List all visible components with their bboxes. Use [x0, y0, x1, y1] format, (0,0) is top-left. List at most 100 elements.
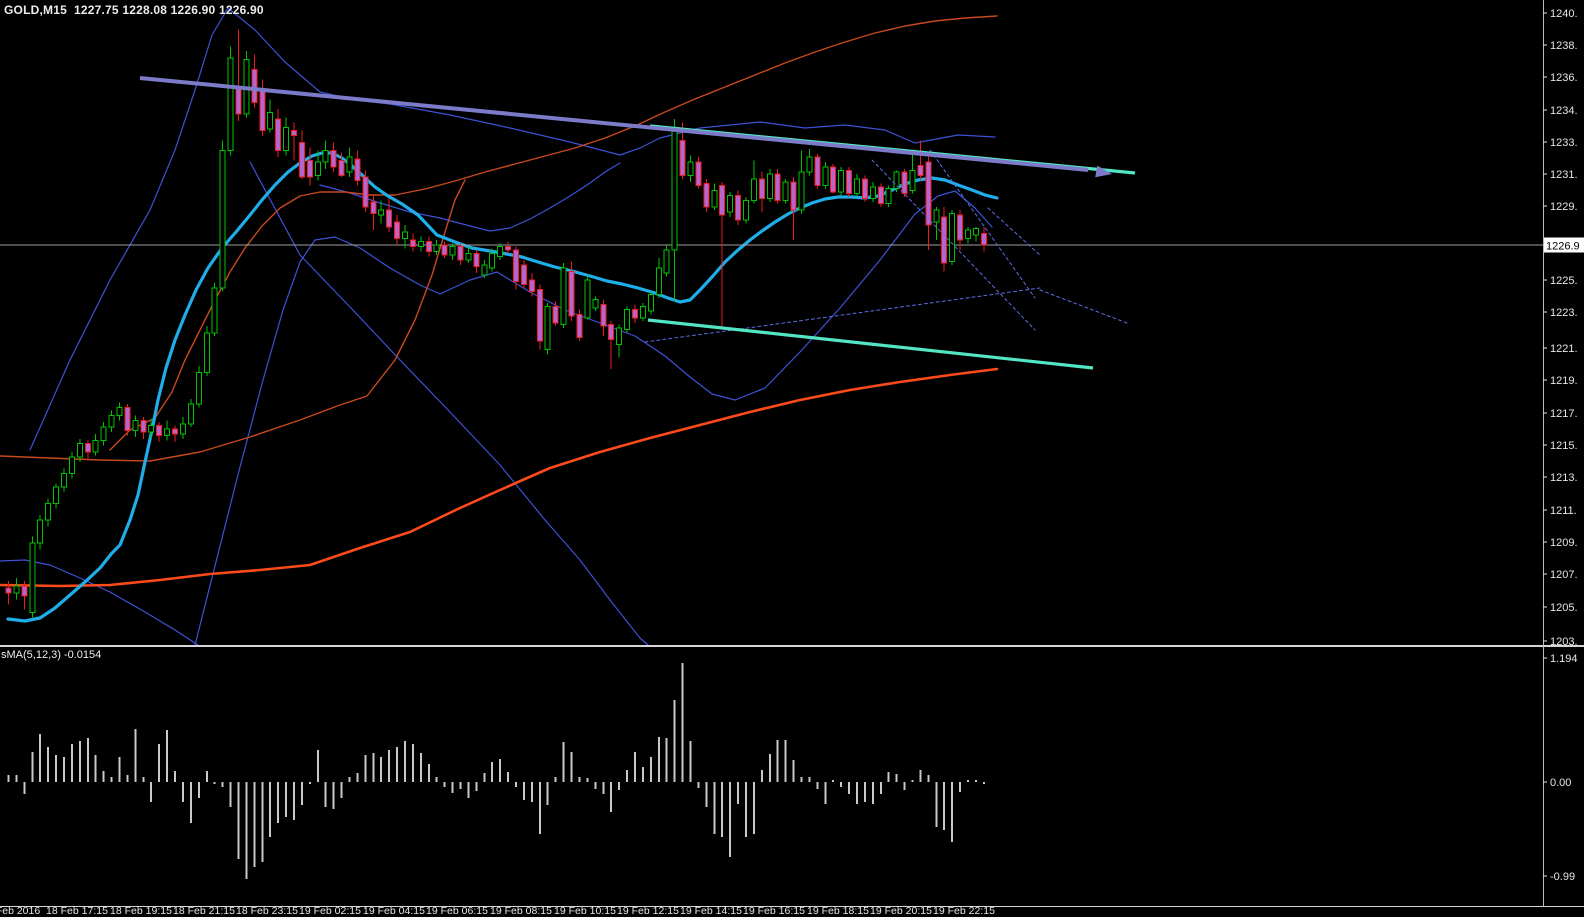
dashed-trendline[interactable]: [1039, 289, 1128, 324]
time-axis-label[interactable]: 19 Feb 08:15: [490, 905, 552, 917]
candle-bear: [156, 425, 163, 436]
time-axis-label[interactable]: 19 Feb 14:15: [680, 905, 742, 917]
candle-bull: [68, 456, 75, 475]
candle-bull: [639, 305, 646, 319]
time-axis-label[interactable]: 19 Feb 18:15: [807, 905, 869, 917]
candle-bear: [306, 160, 313, 178]
candle-bull: [267, 112, 274, 130]
bollinger-band-line: [319, 162, 621, 232]
candle-bear: [917, 165, 924, 176]
candle-bear: [846, 169, 853, 195]
candle-bull: [822, 166, 829, 186]
candle-bull: [61, 473, 68, 488]
price-axis-label[interactable]: 1205.: [1550, 602, 1578, 614]
candle-bear: [600, 304, 607, 327]
price-axis-label[interactable]: 1233.: [1550, 137, 1578, 149]
osma-axis-label[interactable]: 0.00: [1550, 777, 1571, 789]
candle-bull: [116, 406, 123, 417]
candle-bull: [584, 279, 591, 319]
bollinger-band-line: [194, 190, 993, 646]
time-axis-label[interactable]: 19 Feb 16:15: [743, 905, 805, 917]
dashed-trendline[interactable]: [871, 159, 1036, 331]
candle-bear: [877, 186, 884, 205]
price-axis-label[interactable]: 1203.: [1550, 636, 1578, 648]
time-axis-label[interactable]: 18 Feb 21:15: [173, 905, 235, 917]
candle-bear: [925, 161, 932, 226]
bollinger-band-line: [249, 161, 649, 646]
candle-bear: [576, 314, 583, 339]
candle-bear: [370, 201, 377, 215]
candle-bull: [346, 156, 353, 173]
candle-bear: [608, 323, 615, 340]
candle-bull: [195, 372, 202, 405]
price-axis-label[interactable]: 1223.: [1550, 307, 1578, 319]
candle-bear: [290, 130, 297, 137]
panel-separator[interactable]: [0, 645, 1584, 647]
candle-bull: [449, 246, 456, 256]
time-axis-label[interactable]: 19 Feb 06:15: [426, 905, 488, 917]
price-axis-label[interactable]: 1236.: [1550, 72, 1578, 84]
price-axis-label[interactable]: 1240.: [1550, 8, 1578, 20]
price-axis-label[interactable]: 1215.: [1550, 440, 1578, 452]
time-axis-label[interactable]: 18 Feb 23:15: [236, 905, 298, 917]
dashed-trendline[interactable]: [929, 149, 1036, 299]
price-axis-label[interactable]: 1219.: [1550, 375, 1578, 387]
candle-bear: [505, 246, 512, 251]
candle-bear: [394, 221, 401, 239]
candle-bear: [941, 216, 948, 264]
candle-bull: [893, 171, 900, 190]
time-axis-label[interactable]: 19 Feb 12:15: [617, 905, 679, 917]
osma-axis-label[interactable]: -0.99: [1550, 871, 1575, 883]
current-price-tag-text[interactable]: 1226.9: [1546, 241, 1580, 253]
candle-bull: [544, 305, 551, 350]
candle-bull: [378, 209, 385, 216]
candle-bull: [909, 169, 916, 191]
price-axis-label[interactable]: 1229.: [1550, 201, 1578, 213]
price-axis-label[interactable]: 1221.: [1550, 343, 1578, 355]
candle-bull: [711, 189, 718, 208]
price-axis-label[interactable]: 1238.: [1550, 40, 1578, 52]
time-axis-label[interactable]: 19 Feb 02:15: [299, 905, 361, 917]
price-axis-label[interactable]: 1213.: [1550, 472, 1578, 484]
candle-bear: [758, 178, 765, 200]
candle-bull: [402, 231, 408, 239]
purple-arrow-trendline[interactable]: [139, 76, 1089, 172]
candle-bull: [37, 519, 44, 544]
candle-bear: [719, 184, 726, 216]
candle-bear: [354, 158, 361, 181]
time-axis-label[interactable]: 19 Feb 04:15: [363, 905, 425, 917]
time-axis-label[interactable]: 18 Feb 19:15: [110, 905, 172, 917]
candle-bull: [164, 428, 171, 436]
price-axis-label[interactable]: 1207.: [1550, 569, 1578, 581]
dashed-trendline[interactable]: [987, 207, 1041, 256]
candle-bull: [933, 209, 940, 223]
candle-bear: [536, 289, 543, 342]
candle-bear: [386, 209, 393, 228]
candle-bear: [21, 585, 28, 597]
candle-bull: [227, 57, 234, 152]
candle-bull: [29, 542, 36, 614]
time-axis-label[interactable]: 19 Feb 20:15: [870, 905, 932, 917]
price-axis-label[interactable]: 1234.: [1550, 105, 1578, 117]
candle-bear: [172, 428, 179, 435]
osma-axis-label[interactable]: 1.194: [1550, 653, 1578, 665]
time-axis-label[interactable]: Feb 2016: [0, 905, 40, 917]
price-axis-label[interactable]: 1217.: [1550, 408, 1578, 420]
dashed-trendline[interactable]: [644, 287, 1041, 343]
aqua-trendline-lower[interactable]: [647, 318, 1094, 370]
candle-bear: [362, 176, 369, 208]
price-axis-label[interactable]: 1231.: [1550, 169, 1578, 181]
time-axis-label[interactable]: 18 Feb 17:15: [46, 905, 108, 917]
price-axis-label[interactable]: 1225.: [1550, 275, 1578, 287]
candle-bull: [53, 486, 60, 504]
time-axis-label[interactable]: 19 Feb 10:15: [554, 905, 616, 917]
price-axis-label[interactable]: 1209.: [1550, 537, 1578, 549]
candle-bear: [338, 160, 345, 176]
candle-bear: [409, 239, 416, 248]
candle-bear: [520, 264, 527, 286]
price-axis-label[interactable]: 1211.: [1550, 505, 1577, 517]
time-axis-label[interactable]: 19 Feb 22:15: [933, 905, 995, 917]
candle-bear: [552, 305, 559, 324]
candle-bull: [592, 299, 599, 309]
